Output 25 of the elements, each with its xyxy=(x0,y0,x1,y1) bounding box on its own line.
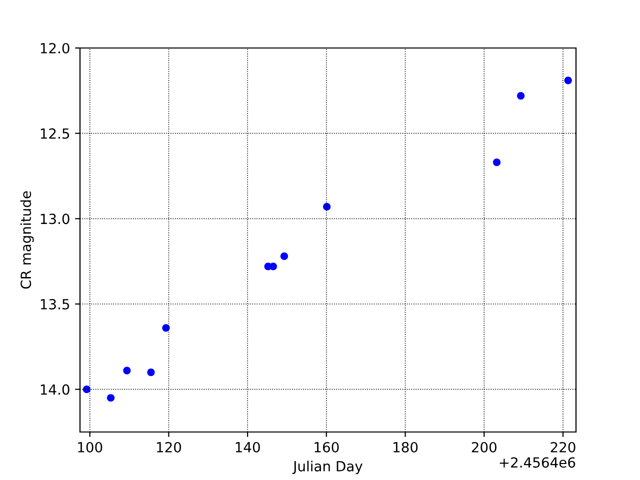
point xyxy=(147,368,155,376)
point xyxy=(106,394,115,402)
y-tick-label: 12.5 xyxy=(40,128,70,139)
point xyxy=(517,92,525,100)
text: +2.4564e6 xyxy=(500,457,576,468)
point xyxy=(123,366,131,374)
point xyxy=(162,324,170,332)
y-axis-title: CR magnitude xyxy=(20,191,34,289)
y-tick-label: 13.5 xyxy=(40,298,70,310)
x-tick-label: 180 xyxy=(394,442,418,452)
x-tick-label: 200 xyxy=(472,442,496,452)
y-tick-label: 14.0 xyxy=(40,384,70,395)
point xyxy=(323,202,331,211)
y-tick-label: 13.0 xyxy=(40,214,70,224)
x-tick-label: 160 xyxy=(314,442,339,452)
x-tick-label: 220 xyxy=(550,442,576,452)
x-axis-title: Julian Day xyxy=(292,460,362,474)
y-tick-label: 12.0 xyxy=(40,42,70,54)
point xyxy=(280,252,288,260)
point xyxy=(82,386,91,394)
point xyxy=(492,158,501,166)
x-tick-label: 140 xyxy=(236,442,260,452)
x-tick-label: 100 xyxy=(78,442,102,452)
x-tick-label: 120 xyxy=(156,442,182,452)
point xyxy=(564,76,572,84)
